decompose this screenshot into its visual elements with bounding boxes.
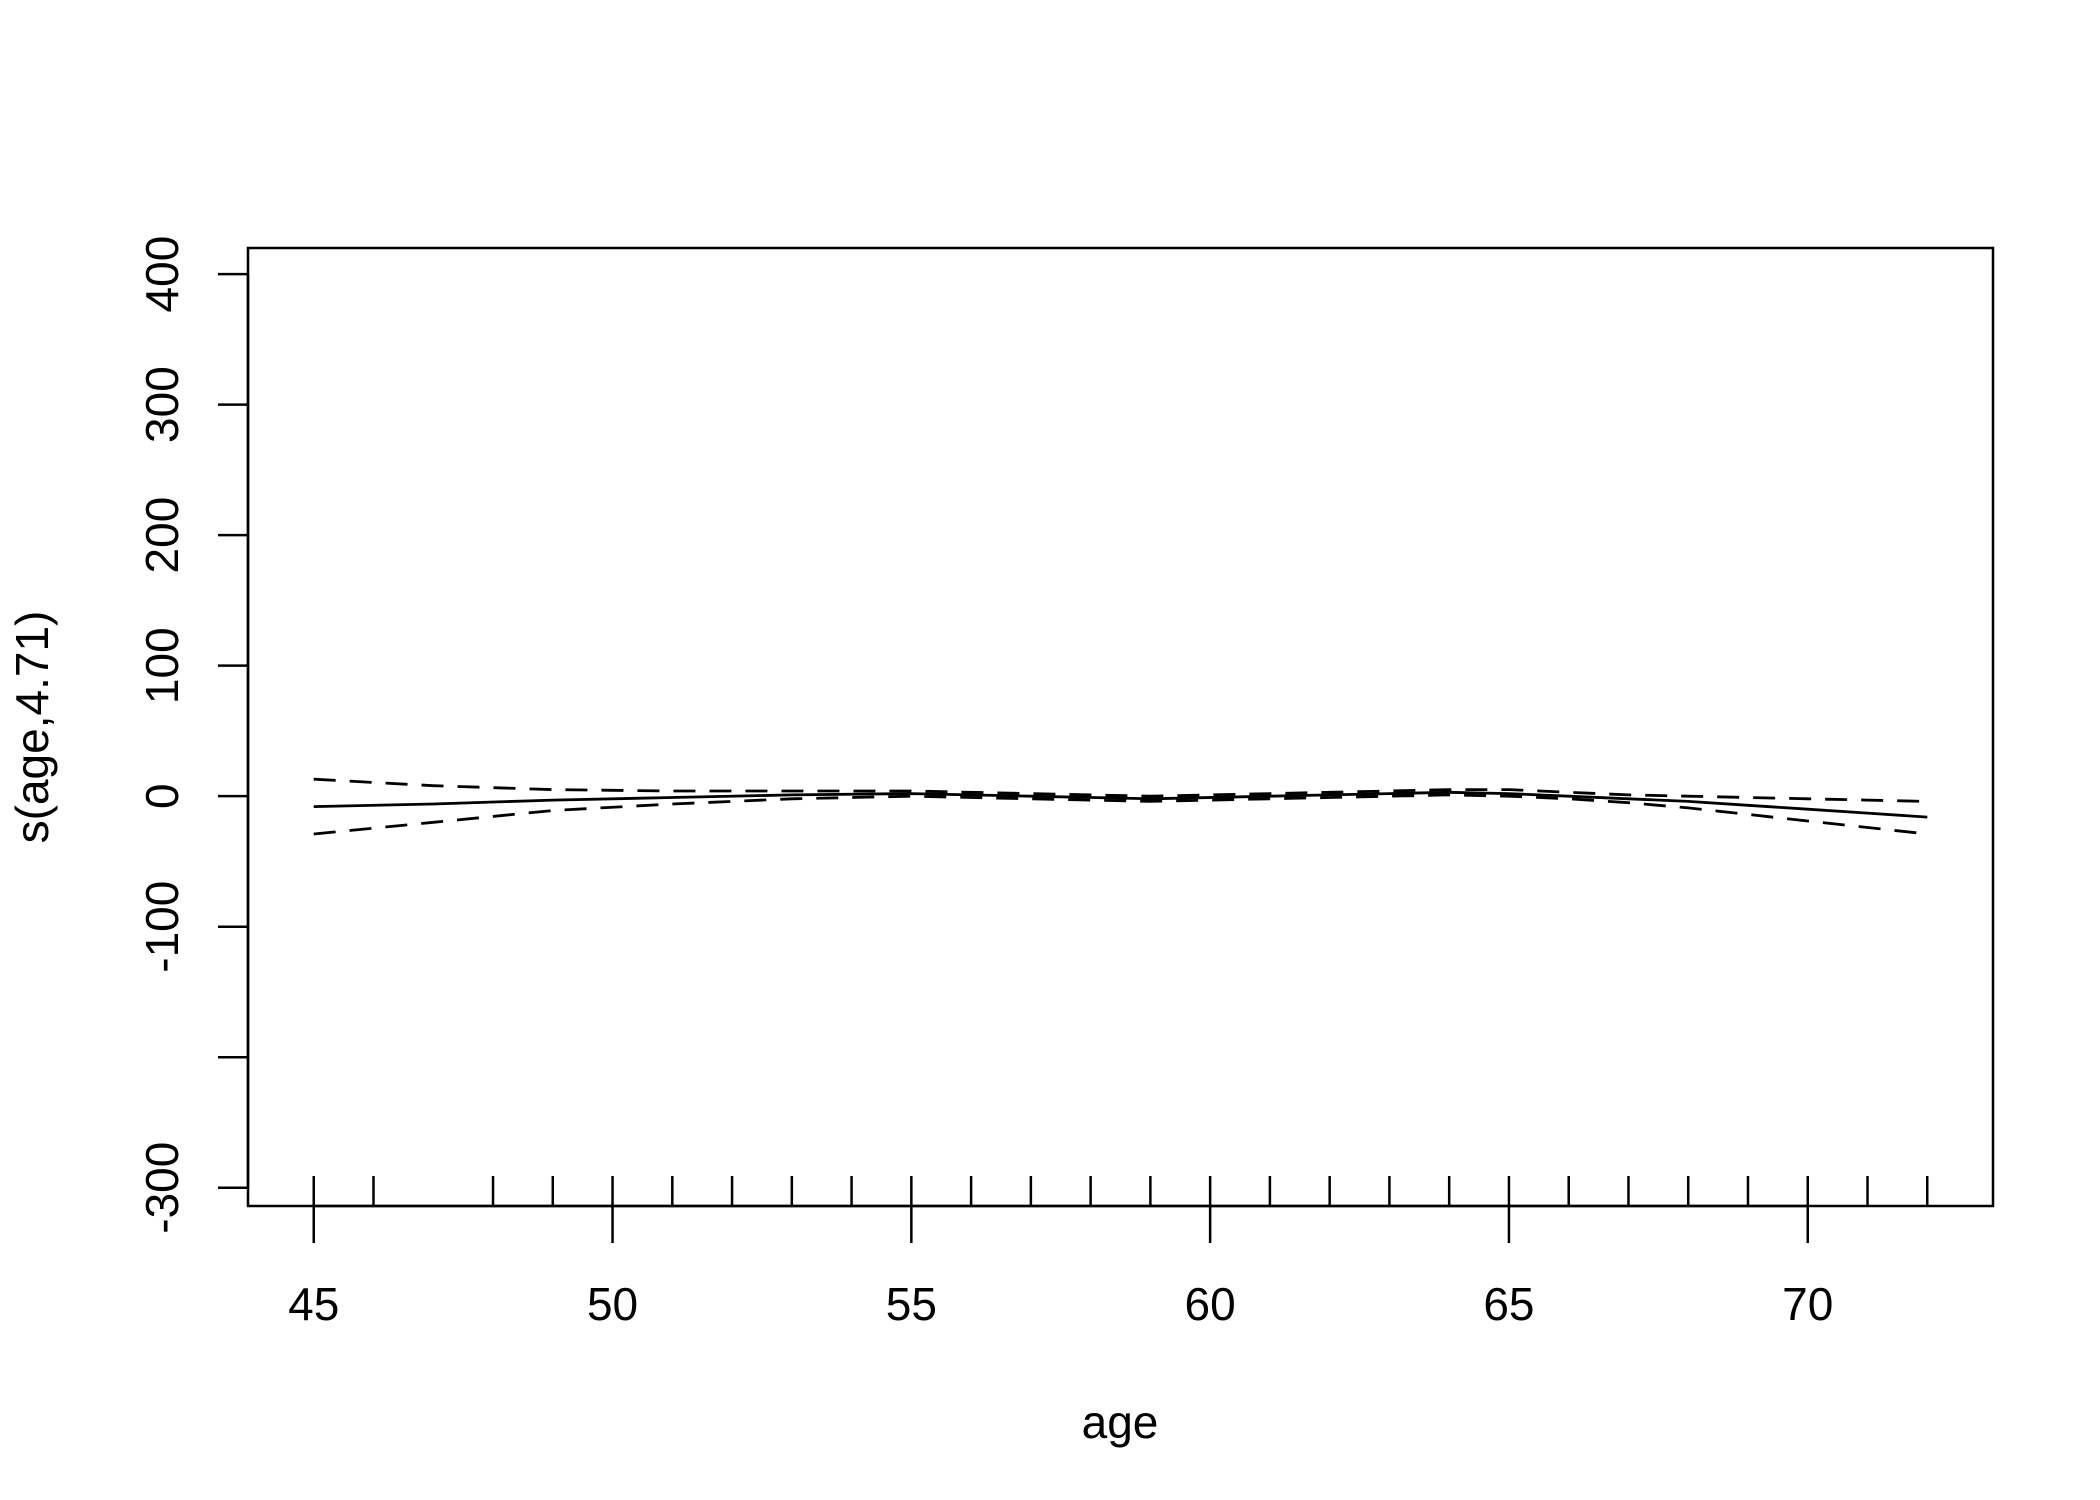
y-tick-label: 200 [136, 497, 188, 574]
y-tick-label: -100 [136, 881, 188, 973]
y-axis-label: s(age,4.71) [6, 611, 58, 844]
x-axis: 45 50 55 60 65 70 [288, 1204, 1833, 1330]
x-tick-label: 45 [288, 1278, 339, 1330]
plot-box [246, 246, 1995, 1208]
y-axis: -300 -100 0 100 200 300 400 [136, 236, 250, 1234]
x-tick-label: 55 [886, 1278, 937, 1330]
y-tick-label: 0 [136, 783, 188, 809]
x-tick-label: 50 [587, 1278, 638, 1330]
smooth-fit-line [313, 790, 1928, 819]
series-layer [313, 777, 1928, 836]
y-tick-label: 400 [136, 236, 188, 313]
confidence-band-line-1 [313, 777, 1928, 803]
y-tick-label: -300 [136, 1142, 188, 1234]
y-tick-label: 300 [136, 366, 188, 443]
y-tick-label: 100 [136, 627, 188, 704]
x-tick-label: 60 [1185, 1278, 1236, 1330]
x-axis-label: age [1082, 1396, 1159, 1448]
x-tick-label: 65 [1483, 1278, 1534, 1330]
confidence-band-line-2 [313, 793, 1928, 836]
x-tick-label: 70 [1782, 1278, 1833, 1330]
rug-layer [312, 1176, 1929, 1206]
